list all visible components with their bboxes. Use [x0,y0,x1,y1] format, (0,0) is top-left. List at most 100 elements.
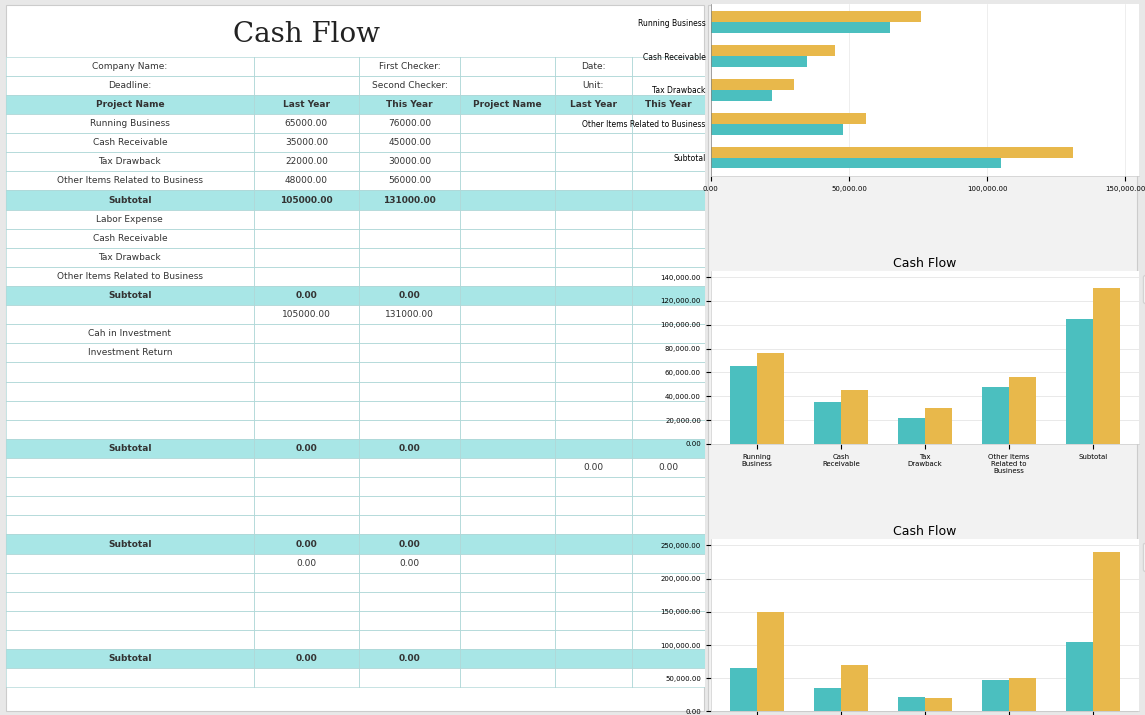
Bar [632,248,705,267]
Bar [925,408,951,444]
Bar [6,400,254,420]
Text: Subtotal: Subtotal [108,540,151,548]
Bar [1093,552,1120,711]
Bar [711,90,772,101]
Bar [254,286,358,305]
Text: 0.00: 0.00 [295,540,317,548]
Bar [358,209,460,229]
Bar [460,114,554,133]
Bar [554,209,632,229]
Bar [358,76,460,95]
Text: Date:: Date: [581,61,606,71]
Bar [632,477,705,496]
Bar [554,229,632,248]
Bar [358,649,460,669]
Bar [6,516,254,535]
Bar [254,477,358,496]
Bar [840,665,868,711]
Bar [460,400,554,420]
Bar [814,402,840,444]
Bar [358,133,460,152]
Bar [554,172,632,190]
Bar [554,363,632,382]
Bar [254,363,358,382]
Bar [254,76,358,95]
Text: 45000.00: 45000.00 [388,138,431,147]
Bar [460,133,554,152]
Bar [632,95,705,114]
Bar [632,305,705,324]
Text: Cash Flow: Cash Flow [232,21,380,49]
Text: Last Year: Last Year [283,100,330,109]
Title: Cash Flow: Cash Flow [893,0,957,2]
Bar [554,152,632,172]
Text: Subtotal: Subtotal [108,444,151,453]
Bar [6,152,254,172]
Bar [358,573,460,592]
Bar [632,592,705,611]
Bar [982,679,1009,711]
Bar [460,611,554,630]
Bar [460,152,554,172]
Bar [358,400,460,420]
Text: 30000.00: 30000.00 [388,157,432,167]
Bar [731,366,757,444]
Bar [460,76,554,95]
Bar [254,420,358,439]
Text: Running Business: Running Business [90,119,169,128]
Bar [554,649,632,669]
Text: 0.00: 0.00 [400,558,419,568]
Bar [358,56,460,76]
Bar [554,669,632,687]
Bar [554,420,632,439]
Bar [6,477,254,496]
Bar [1066,319,1093,444]
Bar [554,535,632,553]
Bar [460,649,554,669]
Text: 0.00: 0.00 [398,540,420,548]
Bar [460,229,554,248]
Bar [554,458,632,477]
Bar [554,286,632,305]
Text: Labor Expense: Labor Expense [96,214,164,224]
Text: Cash Receivable: Cash Receivable [93,138,167,147]
Bar [358,172,460,190]
Text: This Year: This Year [645,100,692,109]
Bar [358,95,460,114]
Bar [254,669,358,687]
Bar [460,592,554,611]
Bar [358,267,460,286]
Bar [254,553,358,573]
Bar [254,649,358,669]
Bar [757,353,784,444]
Bar [460,382,554,400]
Bar [554,324,632,343]
Bar [254,267,358,286]
Bar [358,152,460,172]
Bar [6,649,254,669]
Text: Unit:: Unit: [583,81,603,90]
Bar [6,190,254,209]
Bar [1066,641,1093,711]
Bar [460,535,554,553]
Bar [358,363,460,382]
Bar [254,535,358,553]
Bar [6,305,254,324]
Bar [254,592,358,611]
Bar [358,382,460,400]
Bar [632,114,705,133]
Bar [711,147,1073,157]
Bar [6,209,254,229]
Bar [358,669,460,687]
Bar [632,343,705,363]
Bar [898,418,925,444]
Text: 35000.00: 35000.00 [285,138,327,147]
Bar [6,76,254,95]
Bar [632,382,705,400]
Bar [6,458,254,477]
Text: Cash Receivable: Cash Receivable [93,234,167,242]
Text: Project Name: Project Name [95,100,164,109]
Bar [358,248,460,267]
Bar [254,190,358,209]
Text: Tax Drawback: Tax Drawback [98,253,161,262]
